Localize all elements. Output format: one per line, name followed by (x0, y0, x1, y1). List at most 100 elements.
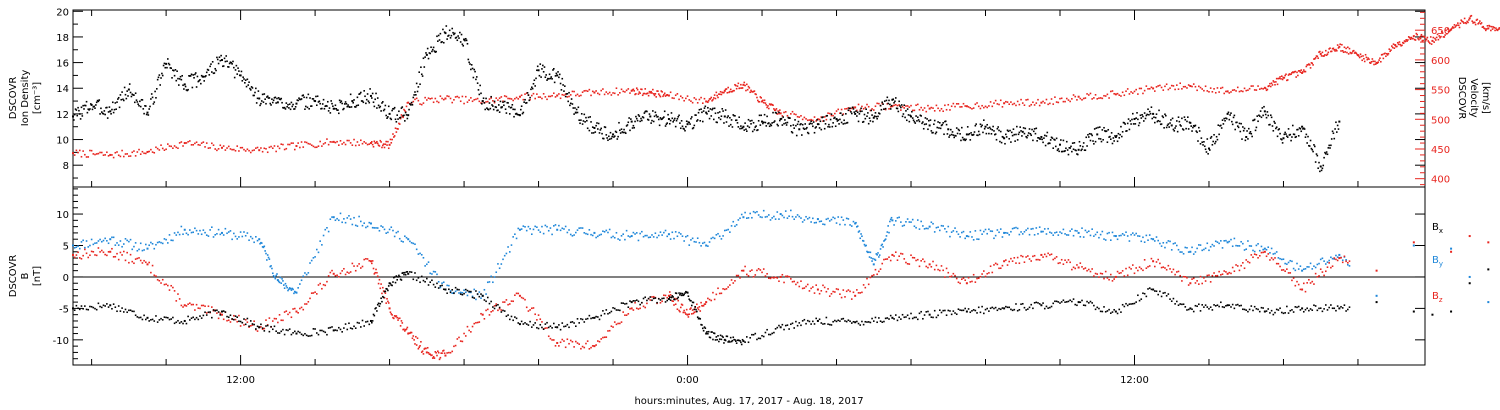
data-point (1226, 241, 1229, 244)
data-point (1104, 95, 1107, 97)
data-point (271, 101, 274, 104)
data-point (599, 129, 602, 131)
data-point (400, 320, 403, 322)
data-point (845, 107, 848, 110)
data-point (1338, 120, 1341, 123)
data-point (1235, 264, 1237, 266)
data-point (718, 93, 720, 95)
data-point (420, 253, 423, 256)
data-point (734, 84, 737, 87)
data-point (1346, 51, 1348, 54)
data-point (1245, 248, 1248, 251)
data-point (700, 245, 702, 247)
data-point (448, 351, 450, 354)
data-point (962, 138, 965, 141)
data-point (432, 355, 435, 358)
data-point (1323, 260, 1325, 262)
data-point (290, 333, 293, 336)
data-point (687, 121, 690, 123)
data-point (1232, 116, 1235, 119)
data-point (139, 259, 142, 262)
data-point (1157, 239, 1159, 242)
data-point (573, 234, 575, 236)
data-point (1063, 150, 1066, 153)
data-point (749, 336, 751, 339)
data-point (721, 108, 724, 110)
data-point (1191, 130, 1193, 132)
data-point (551, 327, 553, 329)
data-point (539, 63, 542, 65)
data-point (1032, 255, 1034, 258)
data-point (675, 298, 678, 300)
data-point (1135, 88, 1137, 91)
data-point (1280, 269, 1283, 271)
data-point (644, 296, 647, 299)
data-point (979, 229, 982, 232)
data-point (556, 326, 559, 329)
data-point (571, 103, 574, 105)
data-point (673, 97, 675, 100)
data-point (664, 95, 667, 97)
data-point (464, 39, 466, 42)
data-point (273, 317, 276, 320)
data-point (1005, 305, 1007, 308)
data-point (248, 325, 250, 328)
data-point (99, 251, 101, 253)
data-point (94, 254, 96, 256)
data-point (114, 151, 117, 154)
data-point (327, 143, 330, 146)
data-point (729, 90, 731, 93)
data-point (1018, 309, 1021, 311)
data-point (988, 310, 990, 312)
data-point (778, 218, 780, 220)
data-point (705, 100, 708, 103)
data-point (217, 228, 220, 231)
data-point (161, 147, 164, 150)
data-point (1347, 46, 1349, 49)
data-point (965, 138, 967, 141)
data-point (775, 108, 778, 110)
data-point (271, 272, 274, 275)
data-point (362, 101, 365, 104)
data-point (340, 100, 343, 102)
data-point (696, 310, 698, 313)
data-point (883, 320, 885, 323)
data-point (874, 112, 877, 114)
data-point (1099, 138, 1102, 140)
data-point (857, 322, 860, 325)
data-point (100, 111, 103, 113)
data-point (695, 308, 697, 311)
data-point (111, 108, 113, 111)
data-point (226, 319, 228, 322)
data-point (677, 299, 680, 302)
data-point (849, 224, 851, 226)
data-point (844, 296, 846, 298)
data-point (82, 254, 84, 257)
data-point (608, 91, 611, 94)
data-point (1319, 258, 1322, 261)
data-point (424, 347, 426, 350)
data-point (817, 123, 820, 126)
data-point (84, 104, 86, 107)
data-point (354, 106, 357, 108)
data-point (983, 119, 985, 121)
data-point (407, 332, 410, 335)
data-point (99, 305, 101, 308)
data-point (1015, 226, 1017, 229)
data-point (358, 144, 360, 146)
data-point (555, 72, 558, 75)
data-point (918, 108, 921, 111)
data-point (412, 100, 415, 103)
data-point (993, 130, 995, 132)
data-point (1330, 266, 1332, 269)
data-point (755, 93, 757, 96)
data-point (588, 88, 591, 91)
data-point (669, 299, 672, 301)
data-point (267, 256, 270, 259)
field-tick-label: 0 (63, 273, 69, 284)
data-point (652, 297, 655, 300)
data-point (1111, 280, 1114, 282)
data-point (810, 287, 812, 290)
data-point (1260, 251, 1263, 254)
data-point (657, 93, 660, 95)
